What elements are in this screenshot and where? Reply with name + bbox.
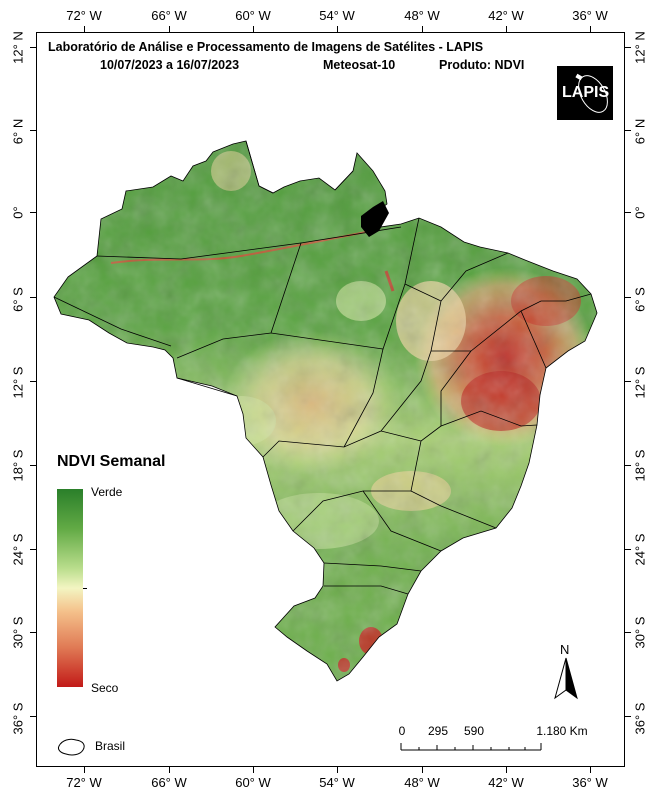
lat-label-left: 24° S (10, 533, 26, 566)
lapis-logo: LAPIS (557, 66, 613, 120)
brasil-label: Brasil (95, 739, 126, 753)
lat-label-right: 36° S (632, 702, 648, 735)
lat-label-right: 0° (632, 206, 648, 219)
legend-bottom-label: Seco (91, 681, 119, 695)
lat-label-left: 30° S (10, 616, 26, 649)
lon-label-bottom: 66° W (151, 775, 187, 790)
logo-text: LAPIS (562, 84, 610, 101)
lat-label-right: 12° S (632, 366, 648, 399)
lat-label-right: 24° S (632, 533, 648, 566)
north-label: N (560, 642, 570, 657)
orbit-icon (575, 73, 608, 113)
lat-label-right: 12° N (632, 31, 648, 64)
lat-label-left: 0° (10, 206, 26, 219)
lon-label-top: 48° W (404, 8, 440, 23)
lat-label-left: 36° S (10, 702, 26, 735)
scale-label: 1.180 Km (536, 724, 588, 738)
lon-label-bottom: 54° W (319, 775, 355, 790)
lon-label-top: 66° W (151, 8, 187, 23)
lon-label-bottom: 42° W (488, 775, 524, 790)
scale-bar (400, 743, 542, 751)
lon-label-top: 60° W (235, 8, 271, 23)
lat-label-left: 6° S (10, 287, 26, 312)
lon-label-top: 36° W (572, 8, 608, 23)
lat-label-right: 6° N (632, 118, 648, 145)
lat-label-right: 18° S (632, 449, 648, 482)
satellite-label: Meteosat-10 (323, 58, 396, 72)
map-frame (36, 32, 625, 767)
lon-label-top: 42° W (488, 8, 524, 23)
product-label: Produto: NDVI (439, 58, 525, 72)
lon-label-bottom: 60° W (235, 775, 271, 790)
scale-label: 0 (398, 724, 406, 738)
scale-label: 590 (463, 724, 485, 738)
lon-label-bottom: 72° W (66, 775, 102, 790)
lat-label-left: 18° S (10, 449, 26, 482)
north-arrow: N (553, 642, 579, 702)
ndvi-map (53, 140, 598, 682)
period-label: 10/07/2023 a 16/07/2023 (100, 58, 240, 72)
lon-label-top: 72° W (66, 8, 102, 23)
brasil-outline-icon (58, 738, 85, 756)
lat-label-left: 6° N (10, 118, 26, 145)
lon-label-bottom: 36° W (572, 775, 608, 790)
map-title: Laboratório de Análise e Processamento d… (48, 40, 484, 54)
lat-label-right: 30° S (632, 616, 648, 649)
legend-top-label: Verde (91, 485, 123, 499)
lon-label-top: 54° W (319, 8, 355, 23)
north-arrow-icon (554, 657, 578, 700)
legend-midpoint-tick (83, 588, 87, 589)
lon-label-bottom: 48° W (404, 775, 440, 790)
lat-label-left: 12° S (10, 366, 26, 399)
legend-title: NDVI Semanal (57, 453, 166, 470)
lat-label-left: 12° N (10, 31, 26, 64)
ndvi-color-ramp (57, 489, 83, 687)
scale-label: 295 (427, 724, 449, 738)
lat-label-right: 6° S (632, 287, 648, 312)
